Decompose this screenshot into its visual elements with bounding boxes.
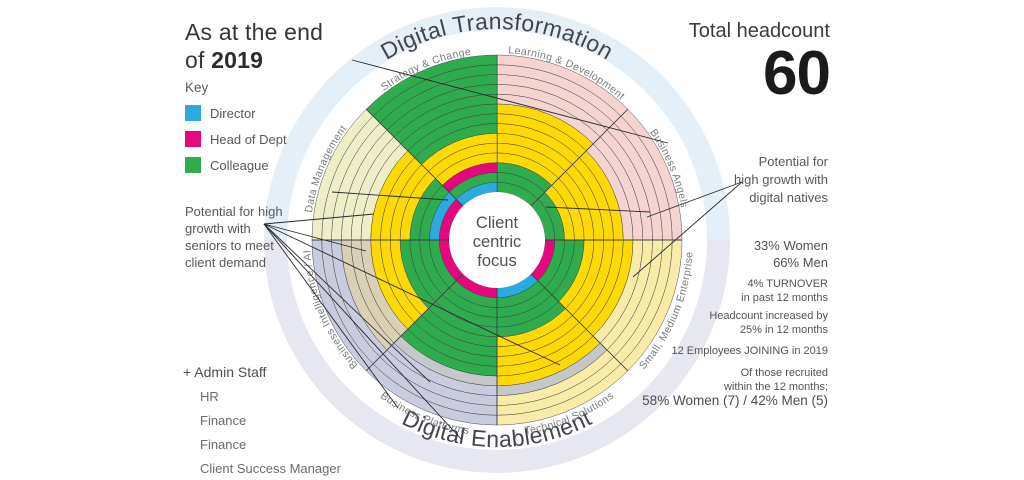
admin-staff-heading: + Admin Staff [183, 364, 267, 380]
admin-staff-item: Client Success Manager [200, 461, 341, 476]
stat-line: 25% in 12 months [739, 323, 828, 336]
total-headcount-label: Total headcount [688, 20, 830, 42]
annotation-pointer-line [545, 206, 651, 213]
colleague-swatch [185, 157, 201, 173]
annotation-pointer-line [263, 223, 463, 441]
admin-staff-item: Finance [200, 413, 247, 428]
stat-line: Headcount increased by [709, 310, 828, 322]
annotation-line: growth with [185, 221, 251, 236]
annotation-line: Potential for [758, 154, 828, 169]
title-line1: As at the end [185, 19, 324, 45]
legend-heading: Key [185, 80, 209, 95]
stat-headcount-increase: Headcount increased by 25% in 12 months [709, 310, 828, 337]
admin-staff-item: Finance [200, 437, 247, 452]
center-circle [449, 192, 545, 288]
annotation-pointer-line [632, 181, 743, 278]
sector-boundary [365, 108, 464, 207]
total-headcount-value: 60 [763, 39, 831, 108]
legend-item-head-of-dept: Head of Dept [185, 131, 287, 147]
sector-learning-development [496, 54, 629, 207]
right-annotation: Potential for high growth with digital n… [698, 153, 828, 207]
sector-boundary [530, 108, 629, 207]
stat-line: 12 Employees JOINING in 2019 [671, 345, 828, 357]
annotation-pointer-line [646, 181, 743, 218]
annotation-pointer-line [263, 223, 561, 366]
annotation-pointer-line [263, 223, 431, 383]
head-of-dept-swatch [185, 131, 201, 147]
center-label: Client centric focus [473, 214, 522, 270]
title-line2-prefix: of [185, 47, 212, 73]
legend-label: Colleague [210, 157, 269, 173]
annotation-line: Potential for high [185, 204, 283, 219]
stat-line: 66% Men [773, 255, 828, 270]
stat-line: 33% Women [753, 238, 828, 253]
annotation-line: client demand [185, 255, 266, 270]
page-title: As at the end of 2019 [185, 18, 323, 74]
annotation-pointer-line [331, 191, 449, 201]
sector-boundary [530, 273, 629, 372]
left-annotation: Potential for high growth with seniors t… [185, 203, 295, 271]
legend-item-director: Director [185, 105, 287, 121]
stat-line: 58% Women (7) / 42% Men (5) [642, 393, 828, 408]
stat-turnover: 4% TURNOVER in past 12 months [741, 278, 828, 305]
sector-small-medium-enterprise [530, 239, 683, 372]
stat-recruited-split: 58% Women (7) / 42% Men (5) [642, 393, 828, 409]
annotation-pointer-line [263, 223, 367, 252]
legend-item-colleague: Colleague [185, 157, 287, 173]
annotation-pointer-line [263, 213, 375, 225]
annotation-line: seniors to meet [185, 238, 274, 253]
sector-data-management [311, 108, 464, 241]
stat-line: within the 12 months; [724, 380, 828, 393]
stat-recruited-intro: Of those recruited within the 12 months; [724, 367, 828, 394]
ring-cell [448, 172, 498, 200]
admin-staff-item: HR [200, 389, 219, 404]
stat-line: Of those recruited [740, 367, 828, 379]
stat-line: 4% TURNOVER [747, 278, 828, 290]
admin-staff-list: + Admin Staff HR Finance Finance Client … [183, 364, 341, 476]
legend-label: Head of Dept [210, 131, 287, 147]
stat-joining: 12 Employees JOINING in 2019 [671, 345, 828, 359]
annotation-pointer-line [351, 59, 669, 144]
stat-line: in past 12 months [741, 291, 828, 304]
stat-gender-split: 33% Women 66% Men [754, 237, 828, 271]
sector-boundary [365, 273, 464, 372]
annotation-pointer-line [263, 223, 399, 409]
legend: Key Director Head of Dept Colleague [185, 80, 287, 173]
title-year: 2019 [211, 47, 264, 73]
sector-strategy-change [365, 54, 498, 207]
sector-business-platforms [365, 273, 498, 426]
legend-label: Director [210, 105, 256, 121]
annotation-line: high growth with [734, 172, 828, 187]
director-swatch [185, 105, 201, 121]
ring-cell [365, 54, 498, 117]
annotation-line: digital natives [749, 190, 828, 205]
